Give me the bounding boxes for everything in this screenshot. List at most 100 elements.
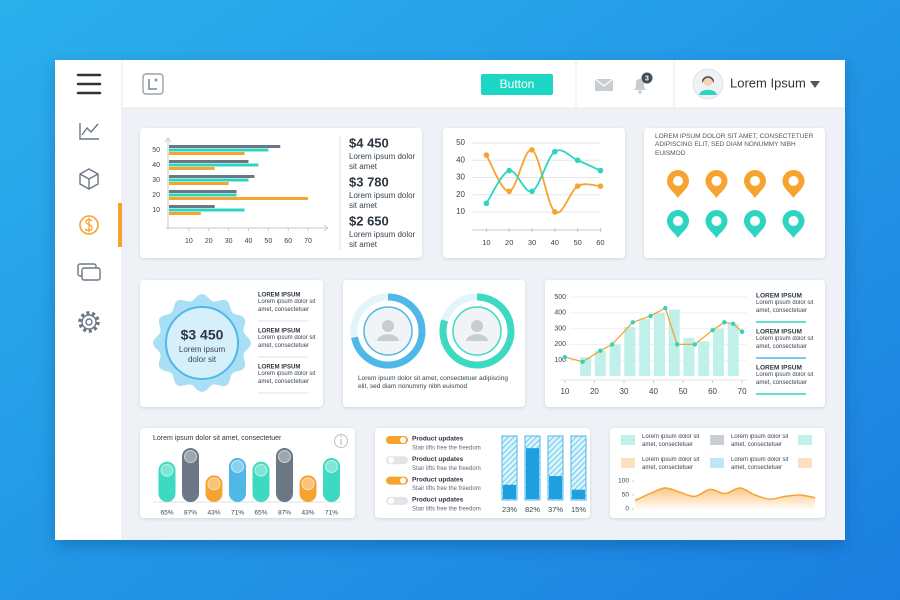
badge-item-text-box: Lorem ipsum dolor sit amet, consectetuer: [258, 335, 315, 349]
map-pin: [782, 170, 805, 198]
info-icon[interactable]: [334, 434, 348, 448]
capsule-cap: [207, 477, 221, 491]
nav-cards[interactable]: [77, 263, 101, 281]
badge-text: Lorem ipsum dolor sit: [178, 345, 226, 365]
map-pin: [667, 210, 689, 238]
legend-text: Lorem ipsum dolor sit amet, consectetuer: [756, 336, 814, 350]
capsule-cap: [254, 463, 268, 477]
x-tick-label: 30: [225, 238, 233, 245]
x-tick-label: 60: [284, 238, 292, 245]
legend-label: Lorem ipsum dolor sit amet, consectetuer: [731, 434, 789, 448]
x-tick-label: 30: [528, 238, 536, 247]
bar: [668, 309, 680, 376]
toggle-knob[interactable]: [388, 457, 394, 464]
map-pin: [744, 170, 766, 198]
capsule-cap: [184, 450, 197, 464]
button-label[interactable]: Button: [500, 77, 535, 91]
line-point: [574, 157, 581, 164]
mail-icon[interactable]: [594, 78, 614, 91]
y-category-label: 50: [152, 147, 160, 154]
value-label: 65%: [254, 510, 267, 517]
y-category-label: 20: [152, 192, 160, 199]
badge-item-text-box: Lorem ipsum dolor sit amet, consectetuer: [258, 371, 315, 385]
stat-text: Lorem ipsum dolor sit amet: [349, 152, 416, 172]
user-avatar[interactable]: [692, 68, 724, 100]
line-point: [552, 148, 558, 155]
nav-finance[interactable]: [79, 215, 99, 235]
ring-caption: Lorem ipsum dolor sit amet, consectetuer…: [358, 375, 508, 391]
x-tick-label: 20: [590, 387, 599, 396]
bar: [653, 312, 665, 376]
stat-text: Lorem ipsum dolor sit amet: [349, 230, 416, 250]
capsule-cap: [160, 463, 174, 477]
map-pin: [667, 170, 689, 198]
primary-button[interactable]: [481, 74, 553, 95]
avatar-head: [471, 320, 483, 332]
bar: [169, 163, 259, 167]
line-point: [529, 147, 535, 153]
legend-title: LOREM IPSUM: [756, 365, 802, 372]
menu-button[interactable]: [76, 73, 102, 95]
app-logo[interactable]: [142, 73, 164, 95]
x-tick-label: 20: [505, 238, 513, 247]
capsule-bar: [276, 448, 293, 502]
legend-swatch: [710, 458, 724, 468]
user-dropdown-arrow[interactable]: [810, 81, 820, 88]
capsule-cap: [325, 459, 338, 473]
toggle-title: Product updates: [412, 456, 464, 463]
badge-text-box: Lorem ipsum dolor sit: [178, 345, 226, 365]
legend-title: LOREM IPSUM: [756, 329, 802, 336]
toggle-text: Stair lifts free the freedom: [412, 446, 481, 452]
line-point: [674, 342, 680, 347]
line-point: [597, 167, 604, 174]
line-point: [506, 167, 513, 174]
bar: [169, 212, 201, 215]
toggle-text: Stair lifts free the freedom: [412, 506, 481, 512]
capsule-bar: [229, 457, 246, 502]
bar: [169, 175, 255, 178]
ring-caption-box: Lorem ipsum dolor sit amet, consectetuer…: [358, 375, 508, 391]
user-name[interactable]: Lorem Ipsum: [730, 75, 806, 90]
x-tick-label: 10: [482, 238, 490, 247]
toggle-knob[interactable]: [388, 497, 394, 504]
progress-track: [501, 435, 518, 501]
line-point: [648, 313, 653, 319]
y-tick-label: 0: [625, 506, 629, 513]
bar: [169, 160, 249, 163]
bar: [639, 319, 651, 376]
capsule-bar: [205, 475, 223, 502]
bar: [169, 197, 309, 200]
nav-products[interactable]: [79, 168, 99, 190]
legend-label-box: Lorem ipsum dolor sit amet, consectetuer: [642, 457, 699, 471]
capsule-cap: [231, 459, 244, 473]
avatar-head: [382, 320, 394, 332]
y-tick-label: 100: [554, 357, 566, 364]
capsule-bar: [252, 461, 270, 502]
bar: [169, 145, 281, 148]
value-label: 23%: [502, 505, 517, 514]
badge-item-title: LOREM IPSUM: [258, 329, 300, 335]
legend-title: LOREM IPSUM: [756, 293, 802, 300]
toggle-knob[interactable]: [400, 477, 406, 484]
bar: [169, 182, 229, 185]
line-point: [574, 183, 581, 189]
x-tick-label: 30: [620, 387, 629, 396]
x-tick-label: 70: [738, 387, 747, 396]
nav-settings[interactable]: [78, 311, 100, 333]
line-point: [529, 188, 535, 195]
capsule-bar: [182, 448, 199, 502]
toggle-knob[interactable]: [400, 437, 406, 443]
value-label: 71%: [325, 510, 338, 517]
legend-label-box: Lorem ipsum dolor sit amet, consectetuer: [731, 434, 789, 448]
avatar-body: [377, 334, 399, 341]
value-label: 37%: [548, 505, 563, 514]
legend-swatch: [621, 458, 635, 468]
y-category-label: 10: [152, 207, 160, 214]
notifications-icon[interactable]: [634, 72, 653, 94]
legend-text-box: Lorem ipsum dolor sit amet, consectetuer: [756, 336, 814, 350]
x-tick-label: 70: [304, 238, 312, 245]
nav-analytics[interactable]: [79, 123, 99, 140]
legend-text-box: Lorem ipsum dolor sit amet, consectetuer: [756, 372, 813, 386]
